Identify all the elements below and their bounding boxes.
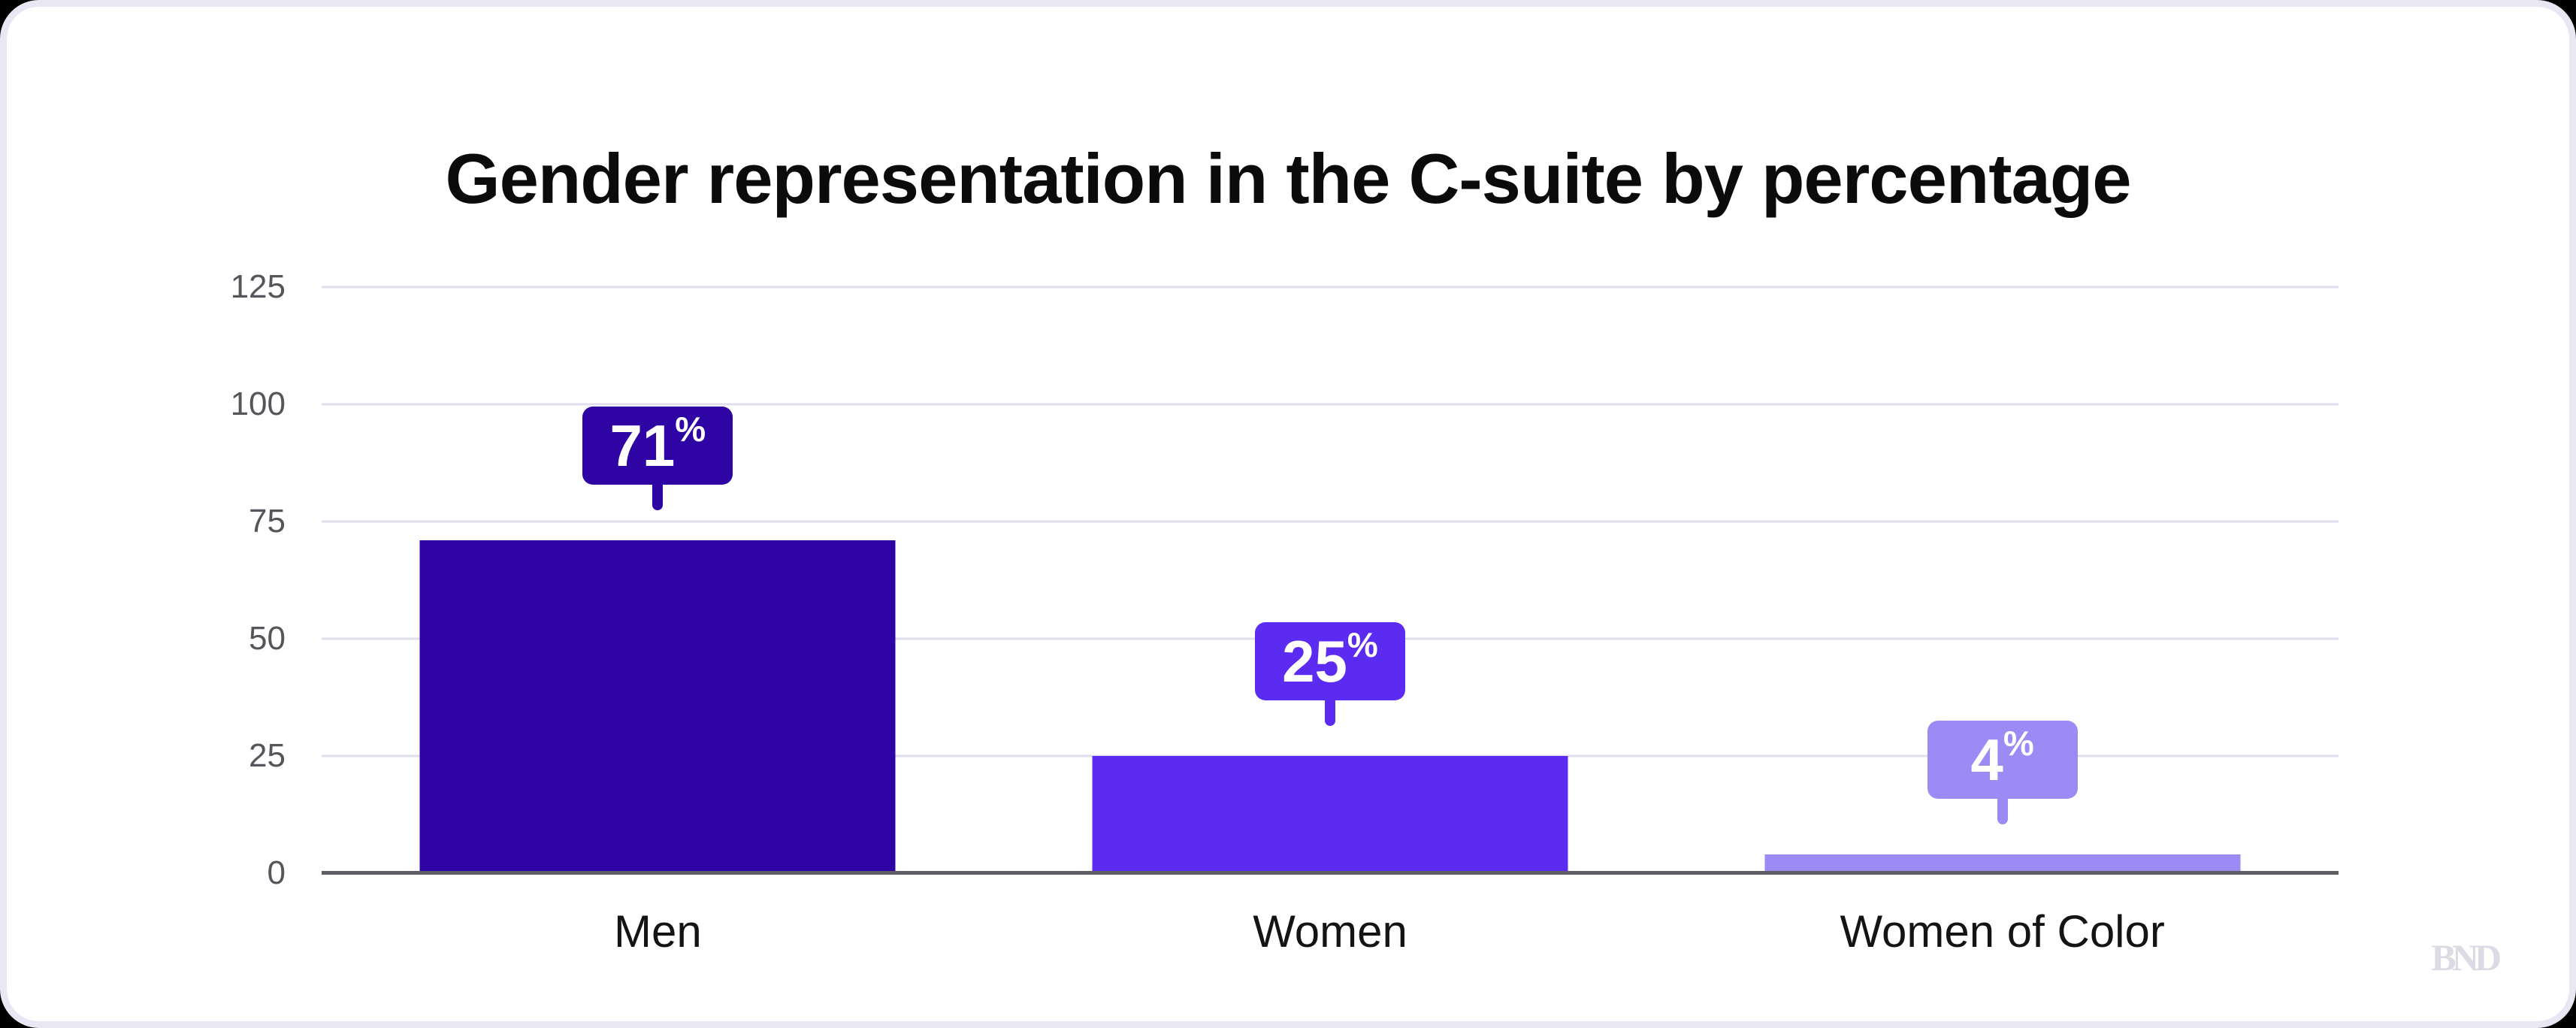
- bar-women: [1092, 756, 1568, 873]
- data-label-value-women-of-color: 4: [1970, 727, 2003, 794]
- brand-watermark: BND: [2431, 936, 2502, 978]
- data-label-value-women: 25: [1282, 628, 1347, 694]
- data-label-text-women-of-color: 4%: [1970, 726, 2034, 794]
- data-label-text-women: 25%: [1282, 627, 1378, 694]
- data-label-box-women: 25%: [1255, 622, 1405, 700]
- bar-column-women: 25% Women: [994, 287, 1667, 957]
- data-label-callout-men: 71%: [582, 406, 733, 510]
- bar-men: [419, 540, 896, 873]
- data-label-tail-women: [1325, 696, 1335, 726]
- data-label-tail-men: [652, 479, 664, 510]
- y-axis-tick-label-0: 0: [267, 854, 286, 891]
- gridline-100: [322, 403, 2339, 406]
- data-label-unit-women-of-color: %: [2003, 724, 2034, 763]
- data-label-callout-women-of-color: 4%: [1927, 721, 2078, 825]
- x-axis-category-label-women-of-color: Women of Color: [1840, 906, 2165, 957]
- plot-area: 71% Men 25% Women 4% Women of Color: [322, 286, 2339, 957]
- bar-columns: 71% Men 25% Women 4% Women of Color: [322, 287, 2339, 957]
- gridline-75: [322, 520, 2339, 523]
- y-axis-tick-label-100: 100: [230, 386, 286, 422]
- bar-column-women-of-color: 4% Women of Color: [1666, 287, 2339, 957]
- x-axis-category-label-men: Men: [613, 906, 702, 957]
- y-axis-tick-label-75: 75: [249, 503, 286, 540]
- chart-title: Gender representation in the C-suite by …: [445, 138, 2131, 218]
- y-axis-tick-label-50: 50: [249, 620, 286, 657]
- data-label-unit-women: %: [1347, 625, 1378, 664]
- data-label-box-women-of-color: 4%: [1927, 721, 2078, 800]
- y-axis: 0 25 50 75 100 125: [7, 271, 286, 890]
- x-axis-line: [322, 871, 2339, 875]
- y-axis-tick-label-125: 125: [230, 268, 286, 305]
- data-label-unit-men: %: [675, 409, 706, 449]
- data-label-value-men: 71: [609, 412, 676, 479]
- x-axis-category-label-women: Women: [1253, 906, 1407, 957]
- data-label-text-men: 71%: [609, 412, 706, 479]
- data-label-box-men: 71%: [582, 406, 733, 485]
- bar-women-of-color: [1764, 854, 2241, 873]
- data-label-callout-women: 25%: [1255, 622, 1405, 726]
- y-axis-tick-label-25: 25: [249, 737, 286, 774]
- gridline-125: [322, 286, 2339, 289]
- bar-column-men: 71% Men: [322, 287, 994, 957]
- data-label-tail-women-of-color: [1997, 794, 2008, 825]
